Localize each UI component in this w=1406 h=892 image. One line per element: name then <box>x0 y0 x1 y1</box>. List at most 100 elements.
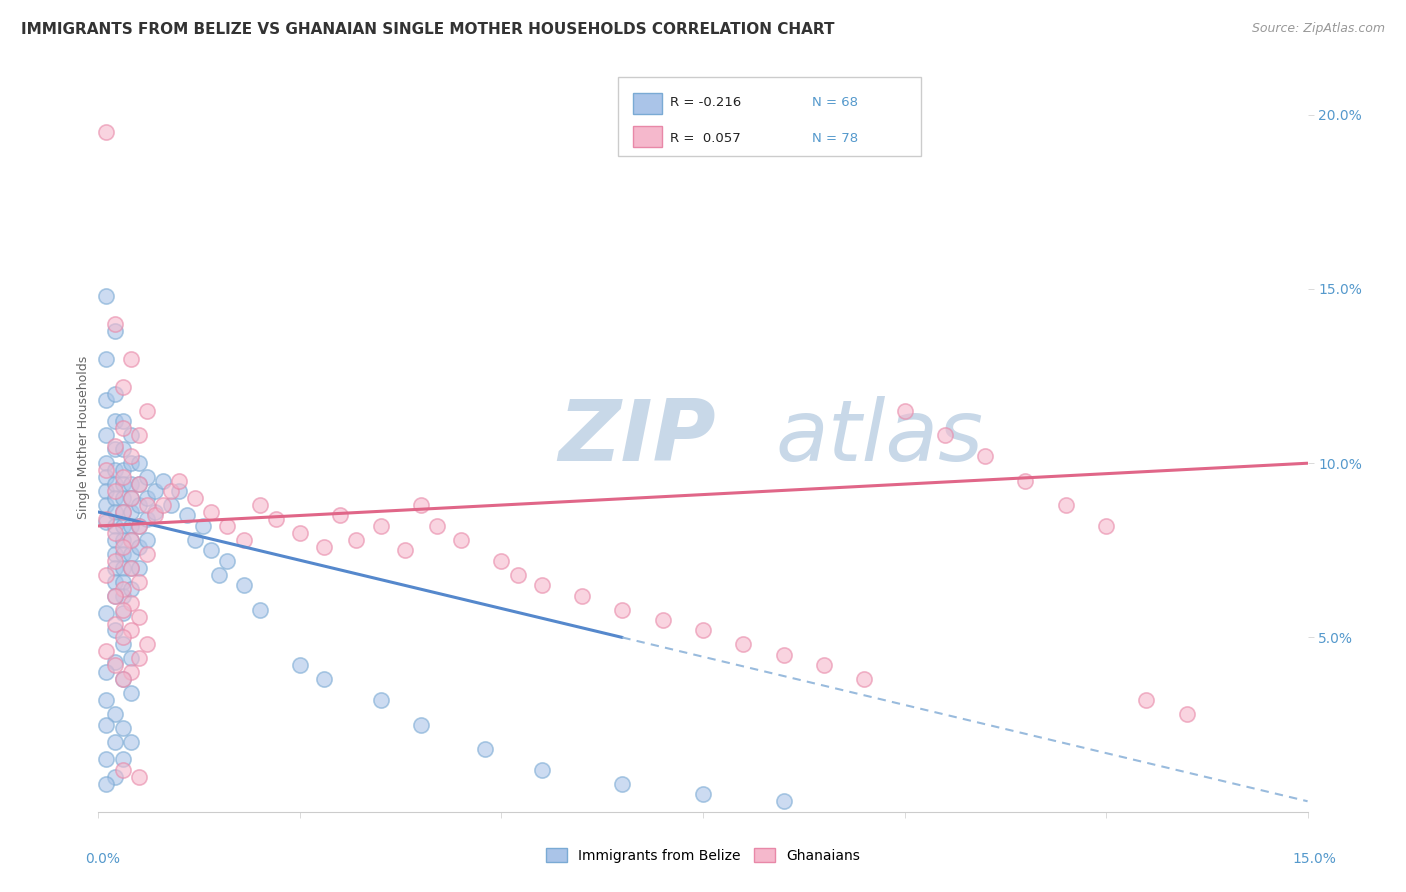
Point <box>96 470 118 484</box>
Point <box>103 463 125 477</box>
FancyBboxPatch shape <box>633 93 662 114</box>
Point <box>120 519 142 533</box>
Point <box>96 125 118 139</box>
Text: ZIP: ZIP <box>558 395 716 479</box>
Point <box>152 498 174 512</box>
Point <box>232 578 254 592</box>
Point <box>135 512 157 526</box>
Point <box>111 540 134 554</box>
Point <box>96 456 118 470</box>
Point <box>934 428 956 442</box>
Point <box>135 547 157 561</box>
Point <box>612 777 634 791</box>
Point <box>111 763 134 777</box>
Point <box>1175 707 1198 722</box>
Point <box>120 596 142 610</box>
Point <box>103 770 125 784</box>
Point <box>152 474 174 488</box>
Point <box>103 574 125 589</box>
Point <box>314 540 336 554</box>
Point <box>96 351 118 366</box>
Point <box>111 589 134 603</box>
Point <box>813 658 835 673</box>
Point <box>111 421 134 435</box>
Point <box>128 428 150 442</box>
Point <box>135 498 157 512</box>
Point <box>120 624 142 638</box>
Point <box>103 735 125 749</box>
Point <box>96 428 118 442</box>
Point <box>120 456 142 470</box>
Point <box>135 637 157 651</box>
Point <box>111 519 134 533</box>
Point <box>128 519 150 533</box>
Point <box>692 787 714 801</box>
Point <box>103 324 125 338</box>
Point <box>974 449 997 463</box>
Point <box>160 498 183 512</box>
Point <box>103 533 125 547</box>
Point <box>111 414 134 428</box>
Point <box>96 606 118 620</box>
Text: N = 78: N = 78 <box>811 132 858 145</box>
Text: R =  0.057: R = 0.057 <box>671 132 741 145</box>
Point <box>651 613 673 627</box>
Point <box>96 289 118 303</box>
FancyBboxPatch shape <box>633 126 662 147</box>
Point <box>249 602 271 616</box>
Point <box>111 442 134 457</box>
Point <box>370 519 392 533</box>
Point <box>426 519 449 533</box>
Point <box>96 644 118 658</box>
Point <box>167 484 190 499</box>
Point <box>143 505 166 519</box>
Point <box>111 673 134 687</box>
Point <box>1135 693 1157 707</box>
Point <box>103 616 125 631</box>
Point <box>176 508 198 523</box>
Point <box>128 574 150 589</box>
Point <box>409 498 432 512</box>
Point <box>1014 474 1036 488</box>
Point <box>120 735 142 749</box>
Y-axis label: Single Mother Households: Single Mother Households <box>77 355 90 519</box>
Point <box>96 393 118 408</box>
Point <box>208 567 231 582</box>
Point <box>264 512 287 526</box>
Point <box>128 477 150 491</box>
Point <box>184 491 207 505</box>
Point <box>103 589 125 603</box>
Point <box>314 673 336 687</box>
Point <box>128 609 150 624</box>
Point <box>103 484 125 499</box>
Point <box>103 414 125 428</box>
FancyBboxPatch shape <box>619 78 921 156</box>
Point <box>288 525 311 540</box>
Point <box>96 693 118 707</box>
Point <box>111 561 134 575</box>
Point <box>103 624 125 638</box>
Point <box>344 533 367 547</box>
Point <box>167 474 190 488</box>
Point <box>288 658 311 673</box>
Point <box>128 770 150 784</box>
Point <box>232 533 254 547</box>
Legend: Immigrants from Belize, Ghanaians: Immigrants from Belize, Ghanaians <box>540 843 866 869</box>
Point <box>120 449 142 463</box>
Point <box>96 498 118 512</box>
Point <box>96 752 118 766</box>
Point <box>111 637 134 651</box>
Point <box>120 665 142 680</box>
Point <box>111 606 134 620</box>
Point <box>193 519 215 533</box>
Point <box>120 428 142 442</box>
Point <box>103 525 125 540</box>
Point <box>103 519 125 533</box>
Point <box>111 463 134 477</box>
Point <box>135 470 157 484</box>
Point <box>128 519 150 533</box>
Point <box>772 648 794 662</box>
Point <box>111 491 134 505</box>
Point <box>96 463 118 477</box>
Point <box>160 484 183 499</box>
